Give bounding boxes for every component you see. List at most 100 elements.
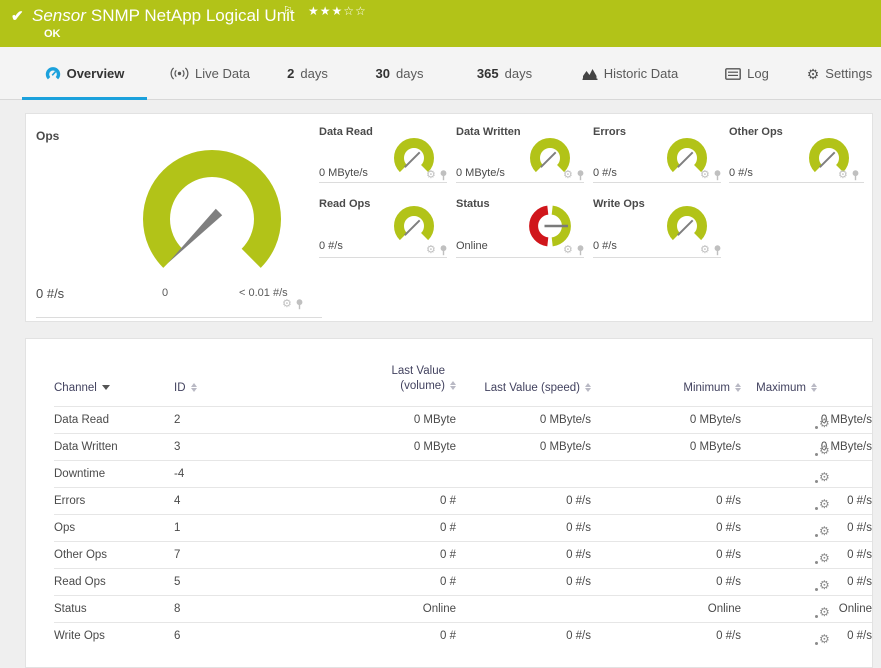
tab-settings[interactable]: ⚙ Settings: [798, 47, 881, 100]
col-last-value-speed[interactable]: Last Value (speed): [456, 339, 591, 406]
tab-historic-data[interactable]: Historic Data: [570, 47, 690, 100]
cell-channel[interactable]: Other Ops: [54, 540, 174, 568]
col-id[interactable]: ID: [174, 339, 321, 406]
cell-channel[interactable]: Data Written: [54, 432, 174, 460]
table-row[interactable]: Status 8 Online Online Online: [54, 594, 872, 622]
tab-label: days: [504, 66, 533, 81]
cell-volume: 0 #: [321, 621, 456, 649]
channel-settings-icon[interactable]: ⚙: [815, 605, 830, 619]
gauge-label: Data Written: [456, 126, 521, 138]
table-row[interactable]: Write Ops 6 0 # 0 #/s 0 #/s 0 #/s: [54, 621, 872, 649]
table-row[interactable]: Other Ops 7 0 # 0 #/s 0 #/s 0 #/s: [54, 540, 872, 568]
cell-max: [741, 459, 872, 487]
status-badge: OK: [44, 28, 61, 40]
gear-icon[interactable]: ⚙: [563, 169, 573, 181]
cell-id: 4: [174, 486, 321, 514]
col-maximum[interactable]: Maximum: [741, 339, 872, 406]
cell-volume: 0 MByte: [321, 432, 456, 460]
pin-icon[interactable]: [439, 245, 448, 256]
historic-chart-icon: [582, 69, 598, 80]
tab-log[interactable]: Log: [712, 47, 782, 100]
tab-live-data[interactable]: Live Data: [160, 47, 260, 100]
cell-speed: 0 #/s: [456, 540, 591, 568]
gear-icon[interactable]: ⚙: [563, 244, 573, 256]
tab-label: Log: [747, 66, 769, 81]
sort-icon: [585, 382, 591, 392]
gear-icon[interactable]: ⚙: [282, 298, 292, 310]
pin-icon[interactable]: [713, 170, 722, 181]
pin-icon[interactable]: [713, 245, 722, 256]
gauge-tools[interactable]: ⚙: [563, 170, 585, 181]
pin-icon[interactable]: [576, 170, 585, 181]
gauge-tools[interactable]: ⚙: [426, 170, 448, 181]
cell-channel[interactable]: Errors: [54, 486, 174, 514]
channel-settings-icon[interactable]: ⚙: [815, 470, 830, 484]
cell-max: 0 #/s: [741, 621, 872, 649]
col-channel[interactable]: Channel: [54, 339, 174, 406]
gauge-value: 0 MByte/s: [319, 167, 368, 179]
channel-settings-icon[interactable]: ⚙: [815, 578, 830, 592]
channel-settings-icon[interactable]: ⚙: [815, 497, 830, 511]
gear-icon[interactable]: ⚙: [700, 169, 710, 181]
col-minimum[interactable]: Minimum: [591, 339, 741, 406]
gauge-value: 0 #/s: [319, 240, 343, 252]
gear-icon[interactable]: ⚙: [426, 169, 436, 181]
sort-icon: [190, 382, 197, 392]
gauge-tools[interactable]: ⚙: [700, 245, 722, 256]
pin-icon[interactable]: [851, 170, 860, 181]
pin-icon[interactable]: [439, 170, 448, 181]
cell-min: [591, 459, 741, 487]
gauge-tools[interactable]: ⚙: [838, 170, 860, 181]
gauge-tools[interactable]: ⚙: [563, 245, 585, 256]
cell-channel[interactable]: Status: [54, 594, 174, 622]
table-row[interactable]: Ops 1 0 # 0 #/s 0 #/s 0 #/s: [54, 513, 872, 541]
pin-icon[interactable]: [576, 245, 585, 256]
table-row[interactable]: Data Read 2 0 MByte 0 MByte/s 0 MByte/s …: [54, 405, 872, 433]
tab-label: days: [396, 66, 424, 81]
gauge-label: Write Ops: [593, 198, 645, 210]
cell-volume: 0 #: [321, 513, 456, 541]
gear-icon[interactable]: ⚙: [700, 244, 710, 256]
channels-table: Channel ID Last Value (volume) Last Valu…: [54, 339, 872, 649]
channel-settings-icon[interactable]: ⚙: [815, 524, 830, 538]
table-row[interactable]: Errors 4 0 # 0 #/s 0 #/s 0 #/s: [54, 486, 872, 514]
table-row[interactable]: Downtime -4: [54, 459, 872, 487]
cell-id: 3: [174, 432, 321, 460]
channel-settings-icon[interactable]: ⚙: [815, 632, 830, 646]
cell-channel[interactable]: Downtime: [54, 459, 174, 487]
cell-id: 8: [174, 594, 321, 622]
tab-label: Live Data: [195, 66, 250, 81]
gauge-tools[interactable]: ⚙: [282, 299, 304, 310]
cell-channel[interactable]: Read Ops: [54, 567, 174, 595]
tab-365-days[interactable]: 365 days: [462, 47, 547, 100]
channel-settings-icon[interactable]: ⚙: [815, 443, 830, 457]
cell-min: 0 #/s: [591, 567, 741, 595]
channel-settings-icon[interactable]: ⚙: [815, 416, 830, 430]
cell-max: Online: [741, 594, 872, 622]
table-row[interactable]: Read Ops 5 0 # 0 #/s 0 #/s 0 #/s: [54, 567, 872, 595]
gauge-label: Status: [456, 198, 490, 210]
pin-icon[interactable]: [295, 299, 304, 310]
gauge-tools[interactable]: ⚙: [700, 170, 722, 181]
gauge-tools[interactable]: ⚙: [426, 245, 448, 256]
tab-30-days[interactable]: 30 days: [362, 47, 437, 100]
flag-icon[interactable]: ⚐: [283, 5, 293, 17]
cell-min: 0 #/s: [591, 513, 741, 541]
stars-empty: ☆☆: [343, 4, 367, 18]
tab-overview[interactable]: Overview: [22, 47, 147, 100]
channel-settings-icon[interactable]: ⚙: [815, 551, 830, 565]
table-row[interactable]: Data Written 3 0 MByte 0 MByte/s 0 MByte…: [54, 432, 872, 460]
cell-volume: 0 #: [321, 486, 456, 514]
cell-channel[interactable]: Ops: [54, 513, 174, 541]
cell-channel[interactable]: Data Read: [54, 405, 174, 433]
tab-2-days[interactable]: 2 days: [275, 47, 340, 100]
gear-icon[interactable]: ⚙: [838, 169, 848, 181]
cell-max: 0 MByte/s: [741, 432, 872, 460]
mini-gauge: [530, 138, 570, 173]
priority-stars[interactable]: ★★★☆☆: [308, 4, 367, 18]
tab-number: 30: [375, 66, 390, 81]
gear-icon[interactable]: ⚙: [426, 244, 436, 256]
cell-channel[interactable]: Write Ops: [54, 621, 174, 649]
cell-min: 0 MByte/s: [591, 405, 741, 433]
col-last-value-volume[interactable]: Last Value (volume): [321, 339, 456, 406]
